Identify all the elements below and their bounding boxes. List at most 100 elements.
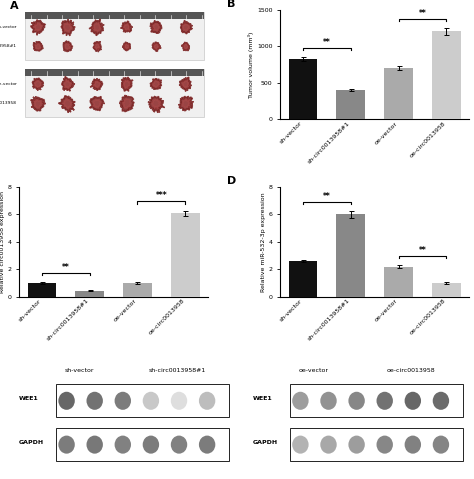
Bar [289,59,317,119]
Ellipse shape [86,435,103,454]
Text: oe-circ0013958: oe-circ0013958 [386,368,435,373]
Ellipse shape [115,435,131,454]
Text: **: ** [62,263,70,272]
Polygon shape [64,80,72,89]
Bar [171,213,200,297]
Bar [75,291,104,297]
Polygon shape [93,80,100,88]
Polygon shape [31,20,45,35]
Polygon shape [120,21,133,33]
Text: **: ** [419,246,426,255]
Ellipse shape [199,392,215,410]
Ellipse shape [143,392,159,410]
Polygon shape [182,80,189,89]
Polygon shape [148,96,164,113]
Polygon shape [150,79,162,90]
Bar [27,283,56,297]
Polygon shape [154,44,159,49]
FancyBboxPatch shape [25,69,204,76]
Polygon shape [152,42,161,51]
FancyBboxPatch shape [25,69,204,117]
Text: ***: *** [155,192,167,201]
Polygon shape [34,23,42,32]
Bar [123,283,152,297]
Text: sh-circ0013958#1: sh-circ0013958#1 [0,45,17,48]
Polygon shape [32,78,44,91]
Text: WEE1: WEE1 [19,396,39,401]
Polygon shape [150,21,162,34]
Ellipse shape [86,392,103,410]
Ellipse shape [115,392,131,410]
Text: oe-vector: oe-vector [299,368,328,373]
Polygon shape [90,96,105,111]
Text: A: A [9,1,18,11]
Polygon shape [95,44,100,50]
Polygon shape [93,41,101,52]
Text: B: B [227,0,236,9]
Ellipse shape [348,435,365,454]
Polygon shape [152,23,159,31]
Ellipse shape [171,392,187,410]
Ellipse shape [405,392,421,410]
Polygon shape [35,44,41,49]
Polygon shape [183,44,188,49]
Polygon shape [61,19,75,36]
Ellipse shape [292,435,309,454]
FancyBboxPatch shape [56,428,229,461]
Y-axis label: Tumor volume (mm³): Tumor volume (mm³) [248,31,254,98]
FancyBboxPatch shape [25,12,204,60]
Bar [432,32,461,119]
Polygon shape [33,41,43,51]
Polygon shape [35,80,41,88]
Polygon shape [65,43,71,50]
Ellipse shape [320,435,337,454]
Bar [384,68,413,119]
Polygon shape [34,99,43,108]
Polygon shape [153,80,159,88]
Ellipse shape [320,392,337,410]
Bar [432,283,461,297]
Bar [384,266,413,297]
Text: GAPDH: GAPDH [253,440,278,445]
FancyBboxPatch shape [290,428,463,461]
Polygon shape [31,96,46,111]
Bar [337,90,365,119]
Text: oe-circ0013958: oe-circ0013958 [0,102,17,105]
Polygon shape [151,99,161,109]
Text: WEE1: WEE1 [253,396,273,401]
Text: GAPDH: GAPDH [19,440,44,445]
Text: oe-vector: oe-vector [0,82,17,86]
Polygon shape [182,23,190,31]
Polygon shape [90,79,103,91]
Ellipse shape [348,392,365,410]
Polygon shape [92,22,101,32]
Polygon shape [92,99,101,108]
FancyBboxPatch shape [290,384,463,417]
Polygon shape [123,80,130,89]
Text: sh-vector: sh-vector [0,25,17,29]
Ellipse shape [143,435,159,454]
Ellipse shape [433,392,449,410]
Polygon shape [181,99,191,108]
Ellipse shape [171,435,187,454]
Text: **: ** [419,9,426,18]
Bar [289,261,317,297]
Polygon shape [62,99,72,109]
Polygon shape [178,96,193,111]
Polygon shape [122,98,131,108]
Ellipse shape [58,392,75,410]
Polygon shape [182,42,190,51]
FancyBboxPatch shape [56,384,229,417]
Ellipse shape [405,435,421,454]
Ellipse shape [292,392,309,410]
Text: sh-circ0013958#1: sh-circ0013958#1 [148,368,206,373]
Bar [337,215,365,297]
Polygon shape [59,96,75,113]
Text: **: ** [323,192,331,201]
Y-axis label: Relative miR-532-3p expression: Relative miR-532-3p expression [261,192,265,292]
Polygon shape [124,44,129,49]
Ellipse shape [433,435,449,454]
Polygon shape [62,77,75,91]
Ellipse shape [199,435,215,454]
Text: **: ** [323,38,331,47]
